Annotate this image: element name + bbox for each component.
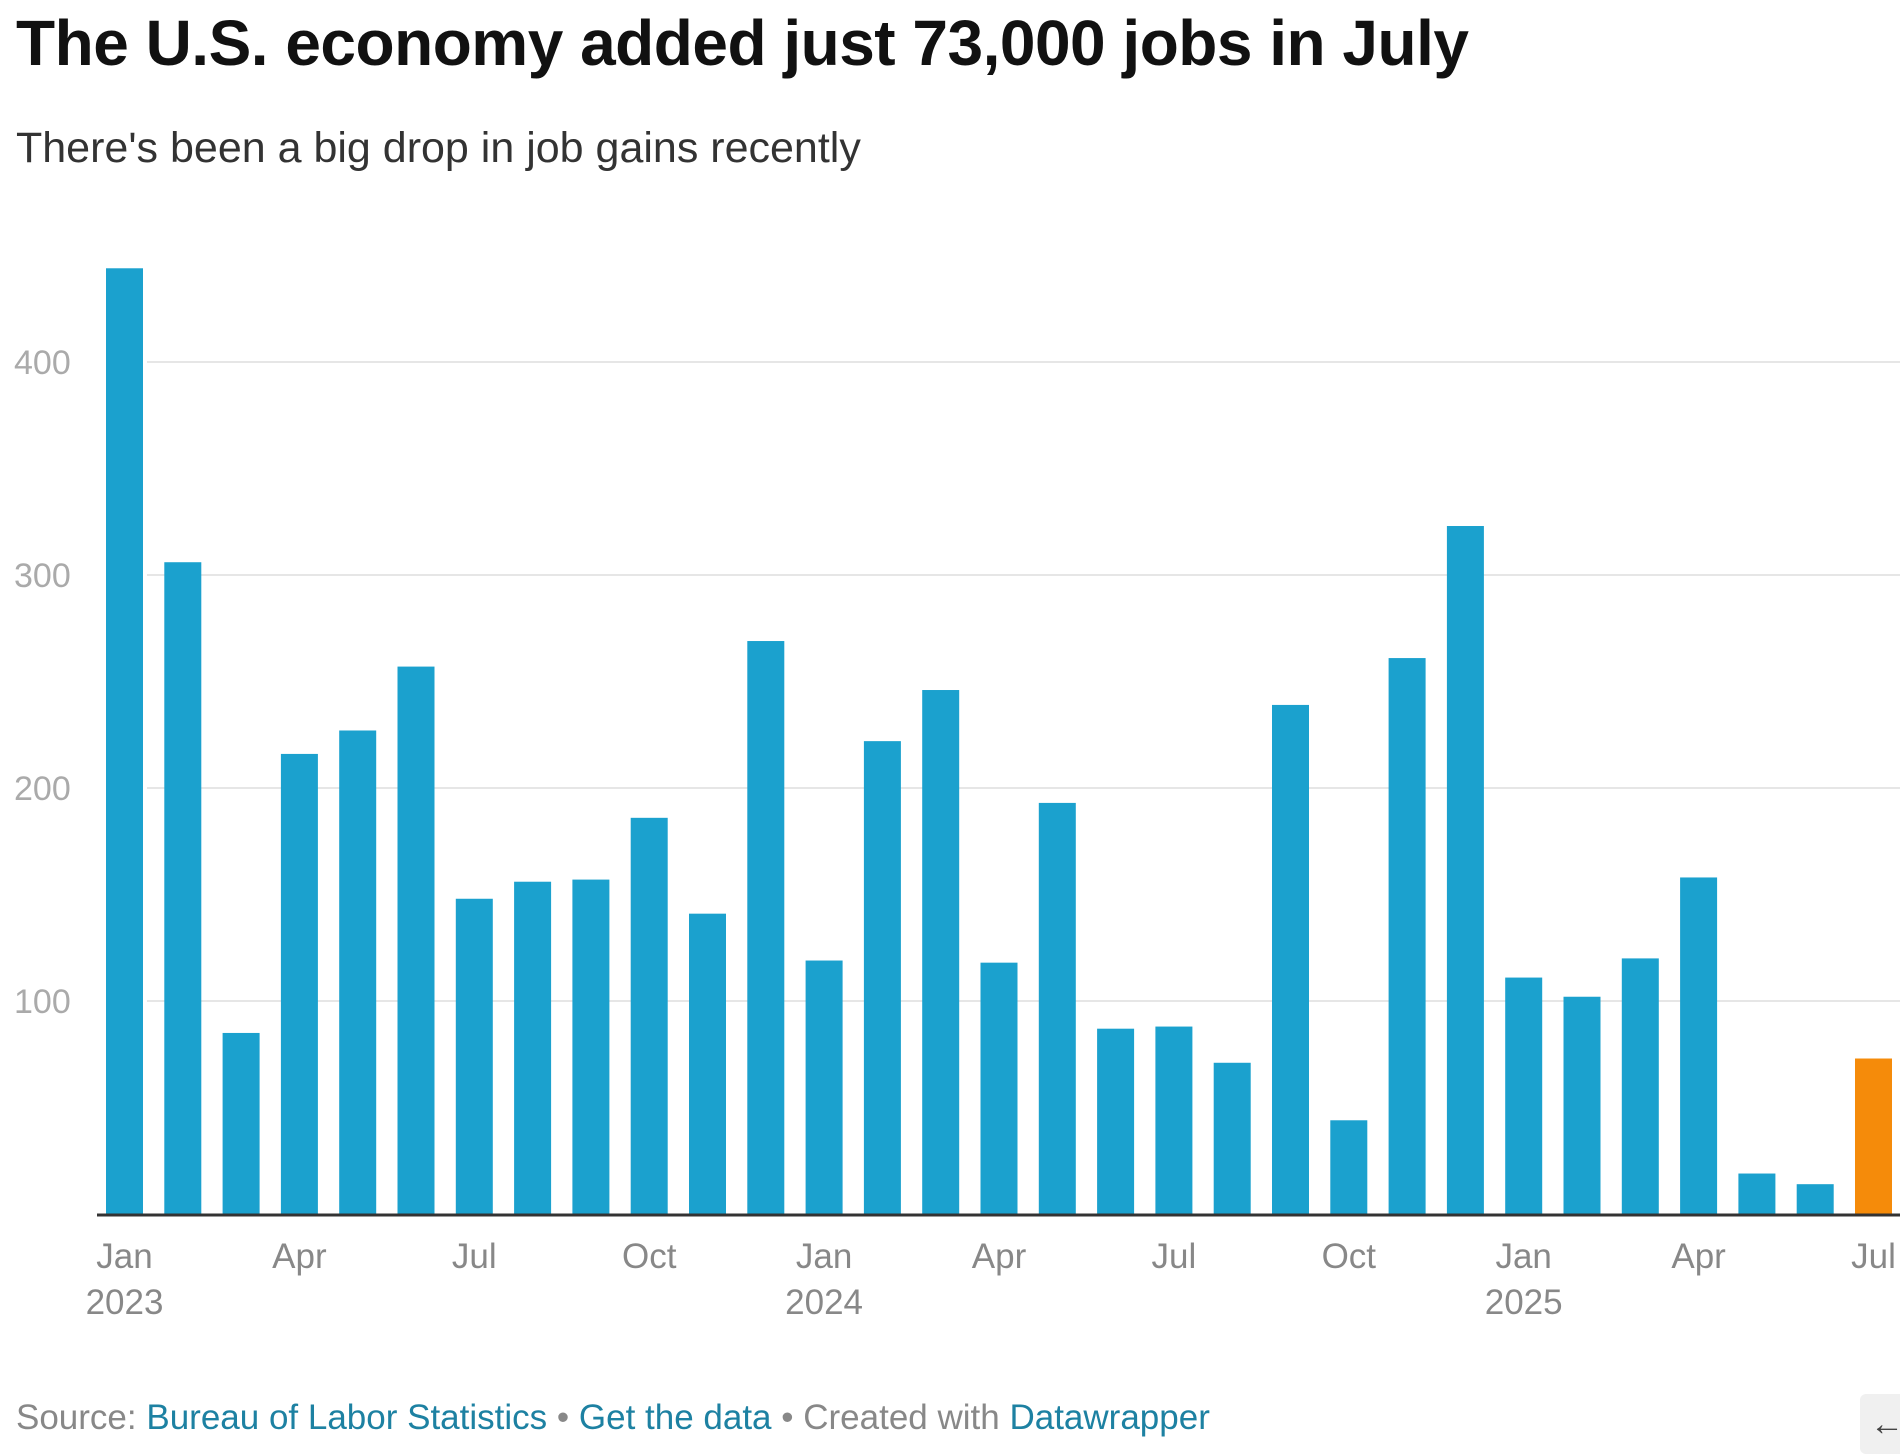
- bar-jun-2023: [397, 666, 435, 1214]
- bar-dec-2023: [747, 641, 785, 1214]
- x-tick-label: Jan: [96, 1237, 152, 1276]
- y-tick-label: 100: [14, 983, 71, 1021]
- bar-may-2025: [1738, 1173, 1776, 1214]
- bar-jan-2024: [805, 960, 843, 1214]
- x-tick-label: Jul: [1851, 1237, 1896, 1276]
- bar-apr-2025: [1680, 877, 1718, 1214]
- bar-apr-2023: [280, 753, 318, 1214]
- bar-mar-2023: [222, 1032, 260, 1214]
- share-arrow-icon[interactable]: ←: [1860, 1394, 1900, 1454]
- bar-mar-2025: [1621, 958, 1659, 1214]
- bar-jul-2025: [1855, 1058, 1892, 1214]
- bar-feb-2024: [863, 741, 901, 1214]
- x-tick-label: Oct: [1322, 1237, 1377, 1276]
- bar-jul-2024: [1155, 1026, 1193, 1214]
- bar-nov-2023: [689, 913, 726, 1214]
- bar-oct-2024: [1330, 1120, 1368, 1214]
- bar-may-2023: [339, 730, 377, 1214]
- x-tick-label: Oct: [622, 1237, 677, 1276]
- x-tick-label: Apr: [272, 1237, 327, 1276]
- get-data-link[interactable]: Get the data: [578, 1398, 772, 1437]
- x-tick-year-label: 2025: [1485, 1283, 1563, 1322]
- bar-aug-2023: [514, 881, 552, 1214]
- chart-footer: Source: Bureau of Labor Statistics • Get…: [16, 1398, 1210, 1438]
- bar-apr-2024: [980, 962, 1018, 1214]
- x-tick-label: Apr: [1671, 1237, 1726, 1276]
- bar-jan-2023: [106, 268, 143, 1214]
- y-tick-label: 300: [14, 557, 71, 595]
- bar-nov-2024: [1388, 658, 1426, 1214]
- y-axis-ticks: 100 200 300 400: [14, 344, 71, 1021]
- bar-oct-2023: [630, 817, 668, 1214]
- footer-separator: •: [556, 1398, 570, 1437]
- bar-feb-2025: [1563, 996, 1601, 1214]
- x-tick-label: Apr: [972, 1237, 1027, 1276]
- gridlines: [147, 361, 1900, 1002]
- bar-aug-2024: [1213, 1062, 1251, 1214]
- footer-separator: •: [781, 1398, 794, 1437]
- bar-may-2024: [1038, 802, 1076, 1214]
- bar-dec-2024: [1446, 526, 1484, 1214]
- chart-title: The U.S. economy added just 73,000 jobs …: [16, 7, 1469, 79]
- source-link[interactable]: Bureau of Labor Statistics: [146, 1398, 548, 1437]
- x-axis-ticks: Jan 2023 Apr Jul Oct Jan 2024 Apr Jul Oct Jan 2025 A…: [86, 1237, 1896, 1322]
- x-tick-label: Jan: [1495, 1237, 1551, 1276]
- bar-jun-2025: [1796, 1184, 1834, 1214]
- bar-mar-2024: [922, 690, 960, 1214]
- bar-sep-2023: [572, 879, 610, 1214]
- x-tick-year-label: 2023: [86, 1283, 164, 1322]
- datawrapper-link[interactable]: Datawrapper: [1009, 1398, 1210, 1437]
- bar-jul-2023: [455, 898, 493, 1214]
- y-tick-label: 200: [14, 770, 71, 808]
- bar-sep-2024: [1272, 704, 1309, 1214]
- x-tick-label: Jan: [796, 1237, 852, 1276]
- bar-jun-2024: [1097, 1028, 1135, 1214]
- chart-subtitle: There's been a big drop in job gains rec…: [16, 124, 861, 172]
- bar-jan-2025: [1505, 977, 1543, 1214]
- y-tick-label: 400: [14, 344, 71, 382]
- x-tick-label: Jul: [1152, 1237, 1197, 1276]
- x-tick-year-label: 2024: [785, 1283, 863, 1322]
- bar-feb-2023: [164, 562, 202, 1214]
- created-with-text: Created with: [803, 1398, 1000, 1437]
- source-prefix: Source:: [16, 1398, 137, 1437]
- bars: [106, 268, 1892, 1214]
- x-tick-label: Jul: [452, 1237, 497, 1276]
